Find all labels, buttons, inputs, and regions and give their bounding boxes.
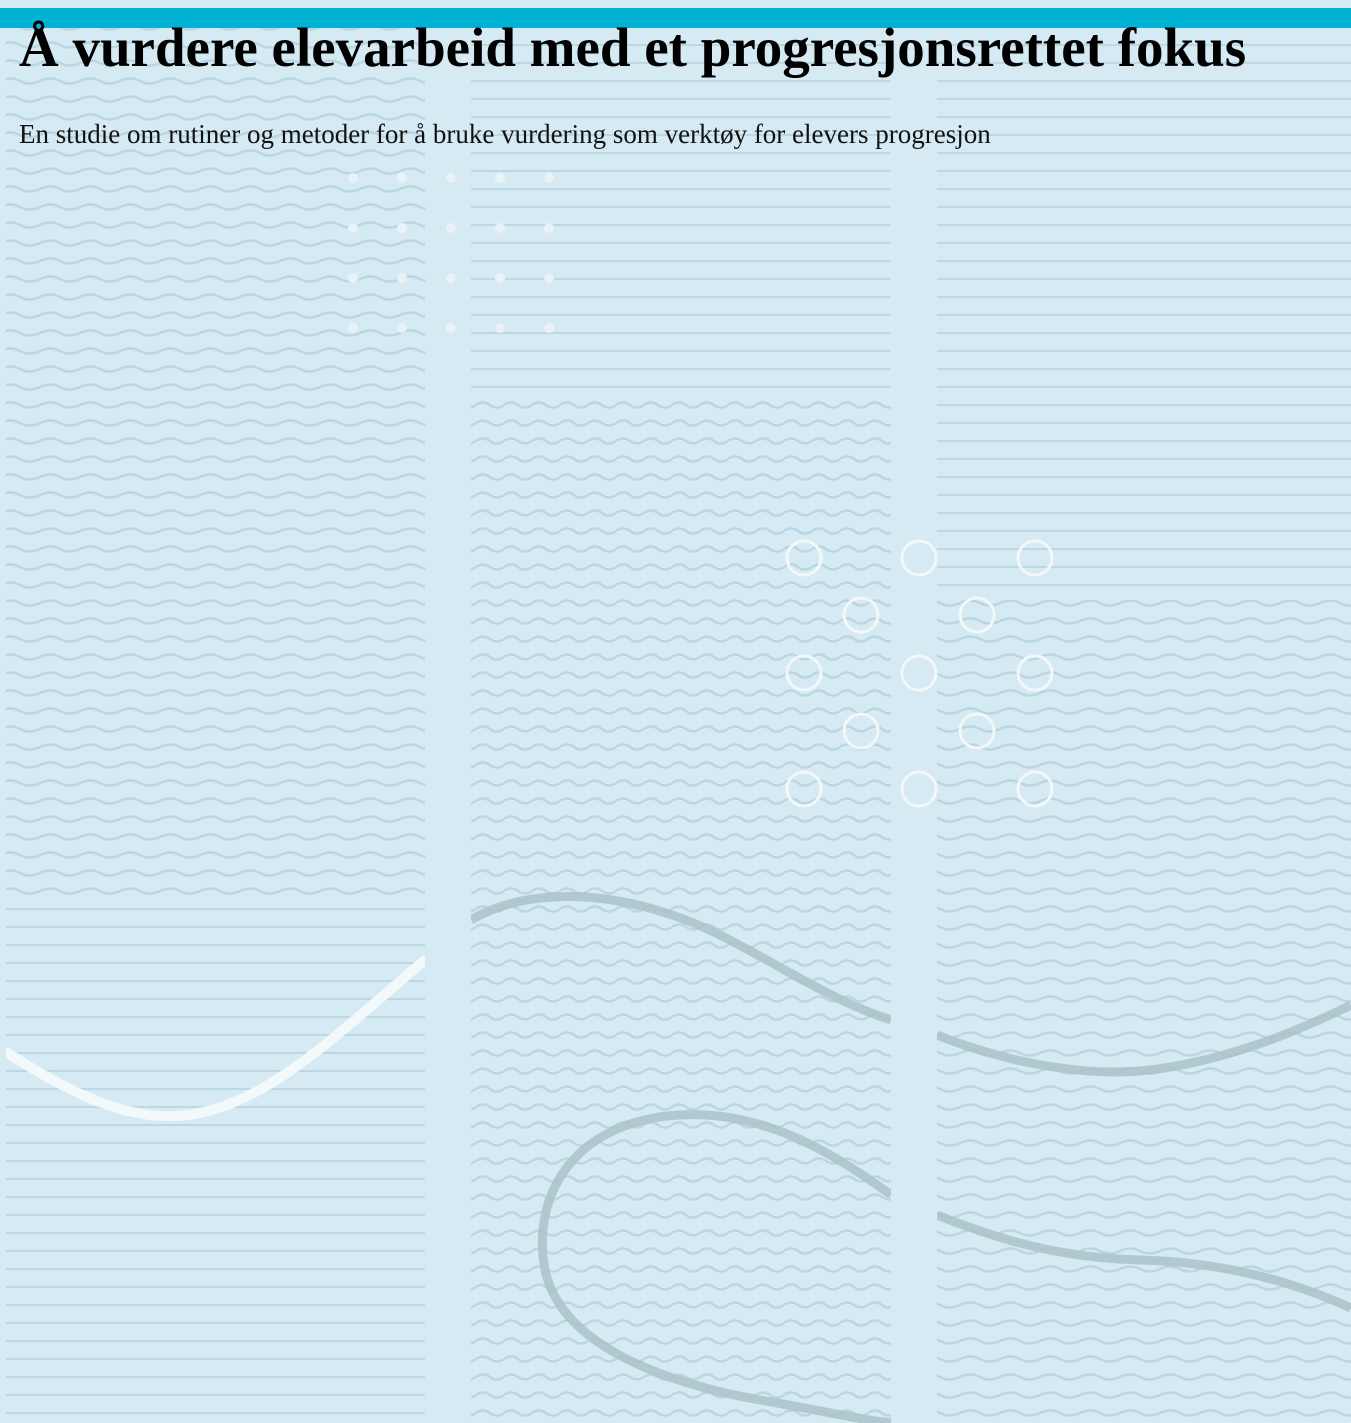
document-title: Å vurdere elevarbeid med et progresjonsr… [19,17,1247,78]
dot-grid [348,173,554,333]
wave-column-left [6,20,425,1423]
wave-column-middle [471,20,891,1423]
dark-curves [471,891,1351,1423]
light-curve [6,955,425,1122]
wave-column-right [937,20,1351,1423]
ring-cluster [785,539,1054,808]
document-subtitle: En studie om rutiner og metoder for å br… [19,119,991,149]
accent-bar [0,8,1351,28]
